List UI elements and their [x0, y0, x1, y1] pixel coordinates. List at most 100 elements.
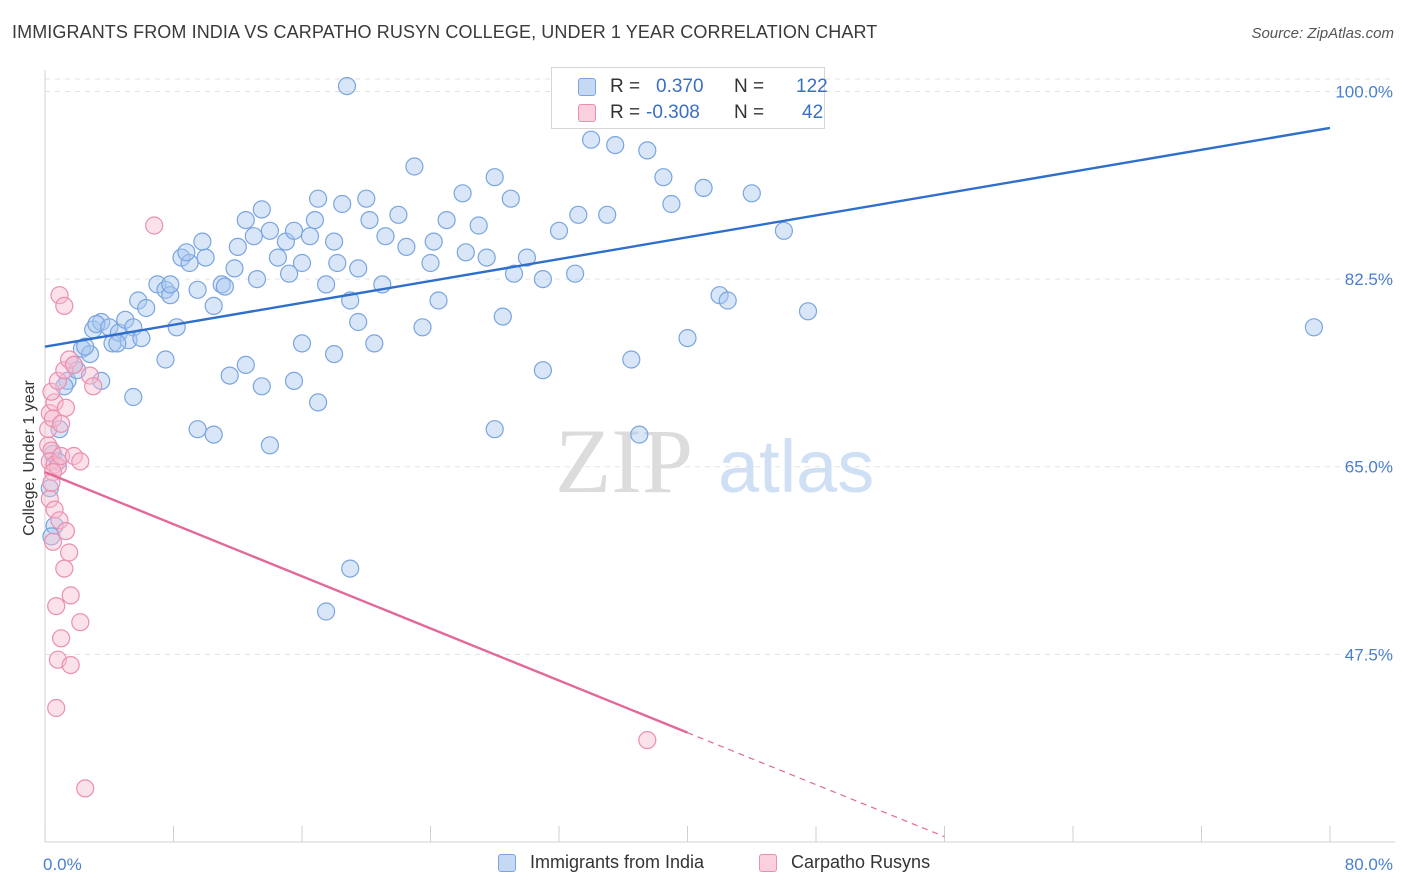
india-point: [196, 248, 215, 267]
rusyn-point: [76, 779, 95, 798]
india-point: [45, 516, 64, 535]
india-point: [360, 211, 379, 230]
rusyn-point: [61, 655, 80, 675]
legend-n-value: 42: [802, 102, 824, 123]
india-point: [798, 302, 818, 321]
rusyn-point: [51, 629, 71, 648]
trend-lines: [44, 126, 1331, 838]
india-point: [204, 296, 223, 315]
india-point: [606, 136, 625, 155]
india-point: [317, 602, 336, 621]
india-point: [349, 259, 368, 278]
series-label-india: Immigrants from India: [530, 852, 705, 872]
legend-n-label: N =: [734, 76, 765, 97]
india-point: [333, 194, 352, 214]
india-point: [180, 253, 199, 273]
india-point: [638, 141, 657, 160]
india-point: [453, 184, 472, 203]
india-point: [662, 194, 681, 214]
india-point: [328, 253, 347, 273]
rusyn-point: [55, 361, 74, 380]
legend-n-value: 122: [796, 76, 828, 97]
y-tick-label: 65.0%: [1345, 458, 1393, 477]
rusyn-point: [45, 393, 64, 412]
y-tick-label: 47.5%: [1345, 645, 1393, 664]
india-point: [247, 270, 267, 289]
india-point: [357, 189, 376, 208]
india-point: [485, 420, 504, 439]
india-point: [718, 291, 737, 310]
source-label: Source: ZipAtlas.com: [1251, 25, 1394, 42]
rusyn-point: [42, 382, 61, 401]
india-point: [284, 221, 304, 240]
india-point: [533, 270, 553, 289]
india-point: [161, 275, 180, 294]
india-point: [204, 425, 223, 444]
india-point: [252, 200, 271, 219]
india-point: [581, 130, 601, 149]
india-point: [76, 337, 95, 356]
india-point: [630, 425, 649, 444]
india-point: [244, 227, 263, 246]
india-point: [236, 211, 255, 230]
india-point: [225, 259, 244, 278]
rusyn-point: [59, 543, 79, 562]
india-point: [317, 275, 336, 294]
india-point: [177, 243, 196, 262]
rusyn-point: [43, 532, 63, 551]
india-point: [220, 366, 239, 385]
india-point: [292, 253, 312, 273]
india-point: [193, 232, 212, 251]
india-point: [252, 377, 271, 396]
india-point: [215, 277, 234, 296]
india-point: [349, 312, 368, 332]
india-point: [477, 248, 496, 267]
india-point: [161, 286, 180, 305]
legend-r-value: 0.370: [656, 76, 704, 97]
india-point: [137, 298, 156, 318]
rusyn-point: [50, 286, 69, 305]
india-point: [156, 280, 175, 299]
rusyn-point: [59, 350, 79, 369]
india-point: [429, 291, 448, 310]
india-point: [124, 387, 143, 407]
india-point: [167, 318, 186, 337]
india-point: [485, 168, 504, 187]
india-point: [421, 253, 440, 273]
y-axis-label: College, Under 1 year: [21, 380, 38, 536]
rusyn-point: [47, 596, 66, 616]
legend-r-value: -0.308: [646, 102, 700, 123]
india-point: [292, 334, 312, 353]
legend-r-label: R =: [610, 102, 641, 123]
india-point: [188, 420, 207, 439]
correlation-legend: R = 0.370 N = 122 R = -0.308 N = 42: [551, 67, 828, 129]
india-point: [654, 168, 673, 187]
india-point: [108, 334, 127, 353]
india-point: [236, 355, 255, 374]
india-point: [622, 350, 641, 369]
watermark-atlas: atlas: [718, 425, 874, 508]
india-point: [742, 184, 761, 203]
rusyn-point: [51, 446, 71, 466]
series-label-rusyn: Carpatho Rusyns: [791, 852, 931, 872]
india-point: [268, 248, 287, 267]
india-point: [501, 189, 520, 208]
india-point: [300, 227, 320, 246]
india-point: [228, 237, 247, 256]
rusyn-point: [61, 586, 80, 605]
rusyn-point: [45, 500, 64, 519]
legend-swatch-india: [578, 78, 596, 96]
rusyn-point: [40, 404, 59, 423]
x-tick-label: 80.0%: [1345, 855, 1393, 874]
india-point: [549, 221, 569, 240]
india-point: [260, 221, 279, 240]
india-point: [493, 307, 512, 326]
india-point: [424, 232, 443, 251]
india-point: [456, 243, 475, 262]
data-points: [39, 76, 1324, 798]
india-point: [212, 275, 231, 294]
india-point: [678, 329, 697, 348]
legend-swatch-rusyn: [578, 104, 596, 122]
rusyn-point: [84, 377, 103, 396]
